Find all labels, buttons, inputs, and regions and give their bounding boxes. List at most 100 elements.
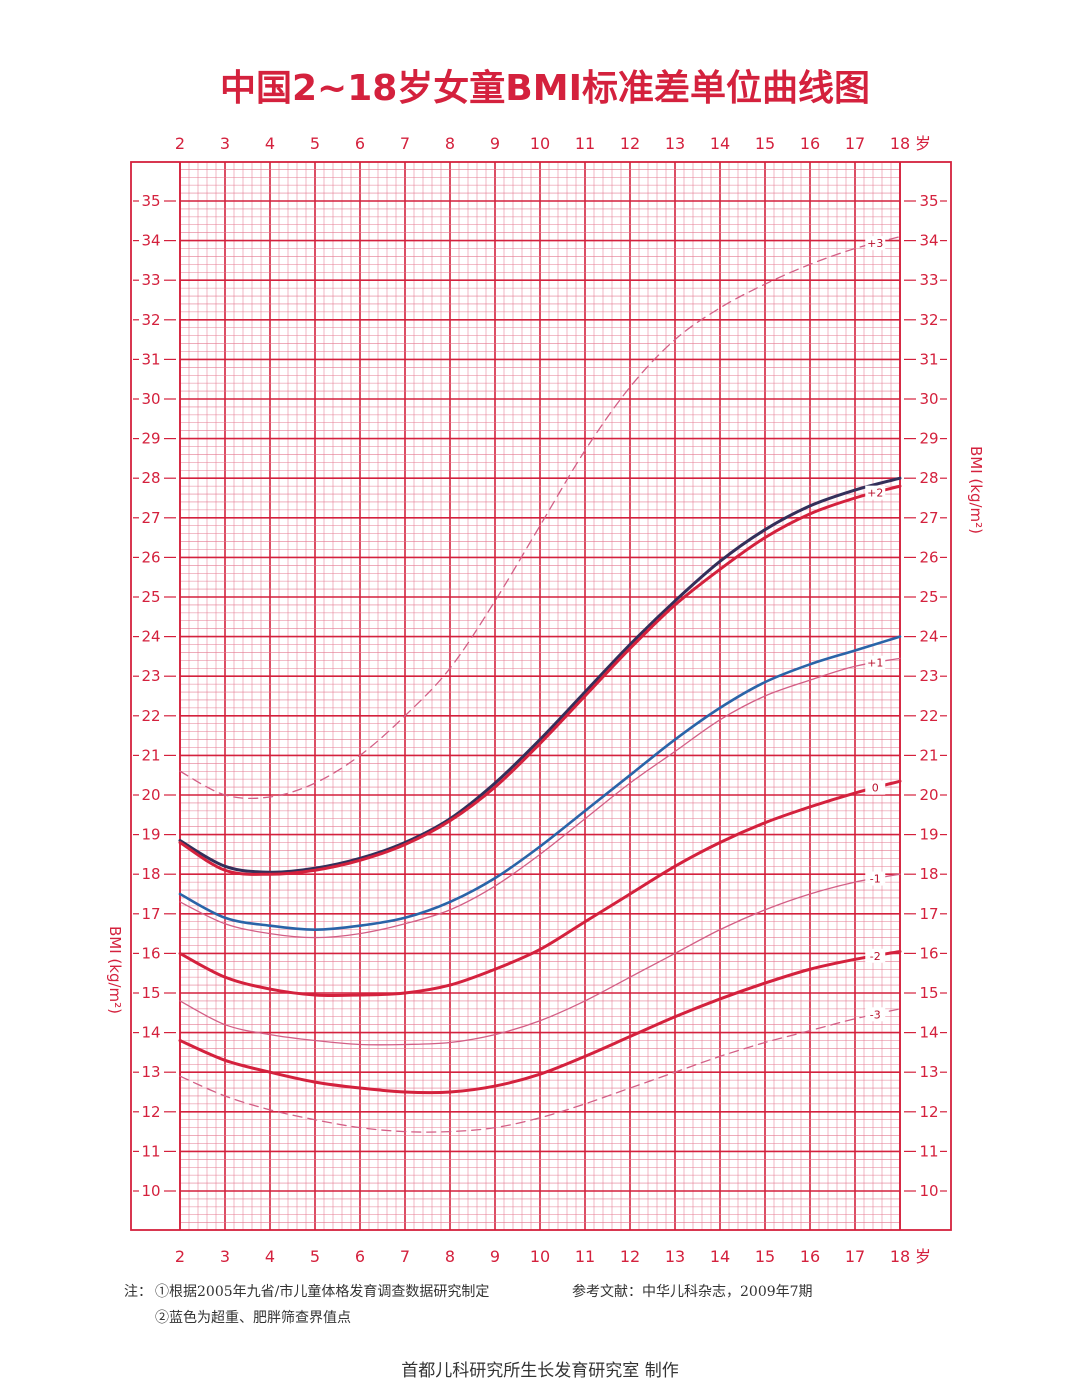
chart-frame <box>130 161 952 1231</box>
curve-label: +2 <box>867 487 883 500</box>
y-tick-label-left: 32 <box>141 311 160 329</box>
x-tick-label-top: 14 <box>710 134 730 153</box>
y-tick-label-left: 20 <box>141 786 160 804</box>
series-line-screening-1 <box>178 476 902 874</box>
curve-label-background <box>865 780 886 795</box>
y-tick-label-left: 12 <box>141 1103 160 1121</box>
x-tick-label-top: 7 <box>400 134 410 153</box>
y-tick-label-right: 16 <box>919 944 938 962</box>
y-tick-label-right: 32 <box>919 311 938 329</box>
x-tick-label-top: 17 <box>845 134 865 153</box>
curve-label-background <box>865 485 886 500</box>
curve-label-background <box>865 871 886 886</box>
y-tick-label-right: 29 <box>919 430 938 448</box>
curve-label-background <box>865 236 886 251</box>
y-tick-label-right: 15 <box>919 984 938 1002</box>
x-tick-label-bottom: 10 <box>530 1247 550 1266</box>
y-tick-label-right: 17 <box>919 905 938 923</box>
y-tick-label-right: 25 <box>919 588 938 606</box>
tick-labels: 2233445566778899101011111212131314141515… <box>133 134 947 1266</box>
x-tick-label-bottom: 5 <box>310 1247 320 1266</box>
x-tick-label-top: 11 <box>575 134 595 153</box>
x-tick-label-top: 18 <box>890 134 910 153</box>
series-line-plus3sd <box>179 235 901 800</box>
y-tick-label-left: 33 <box>141 271 160 289</box>
curve-label: -2 <box>870 950 881 963</box>
y-axis-title-left: BMI (kg/m²) <box>106 926 124 1014</box>
y-tick-label-left: 10 <box>141 1182 160 1200</box>
y-tick-label-right: 27 <box>919 509 938 527</box>
y-tick-label-right: 34 <box>919 232 938 250</box>
y-tick-label-right: 21 <box>919 746 938 764</box>
x-tick-label-bottom: 6 <box>355 1247 365 1266</box>
x-tick-label-top: 9 <box>490 134 500 153</box>
x-tick-label-top: 10 <box>530 134 550 153</box>
note-line-2: ②蓝色为超重、肥胖筛查界值点 <box>155 1310 351 1326</box>
x-tick-label-bottom: 3 <box>220 1247 230 1266</box>
y-tick-label-left: 17 <box>141 905 160 923</box>
x-tick-label-top: 4 <box>265 134 275 153</box>
curve-label: +3 <box>867 237 883 250</box>
y-tick-label-left: 30 <box>141 390 160 408</box>
curve-label: -3 <box>870 1008 881 1021</box>
curve-label: -1 <box>870 873 881 886</box>
y-tick-label-left: 14 <box>141 1024 160 1042</box>
x-unit-label-bottom: 岁 <box>915 1247 931 1266</box>
x-tick-label-bottom: 11 <box>575 1247 595 1266</box>
y-tick-label-left: 22 <box>141 707 160 725</box>
y-tick-label-right: 30 <box>919 390 938 408</box>
curves <box>178 235 902 1133</box>
x-tick-label-bottom: 12 <box>620 1247 640 1266</box>
y-tick-label-left: 26 <box>141 548 160 566</box>
series-line-minus1sd <box>179 873 901 1046</box>
series-line-0sd <box>178 779 902 998</box>
y-tick-label-right: 23 <box>919 667 938 685</box>
x-tick-label-top: 13 <box>665 134 685 153</box>
y-tick-label-left: 28 <box>141 469 160 487</box>
x-tick-label-top: 12 <box>620 134 640 153</box>
y-tick-label-left: 35 <box>141 192 160 210</box>
y-tick-label-right: 12 <box>919 1103 938 1121</box>
y-tick-label-left: 31 <box>141 350 160 368</box>
y-tick-label-right: 31 <box>919 350 938 368</box>
y-axis-title-right: BMI (kg/m²) <box>967 446 985 534</box>
y-tick-label-right: 22 <box>919 707 938 725</box>
grid <box>179 162 901 1230</box>
y-tick-label-right: 18 <box>919 865 938 883</box>
chart-title: 中国2~18岁女童BMI标准差单位曲线图 <box>220 67 870 109</box>
curve-label-background <box>865 655 886 670</box>
y-tick-label-right: 19 <box>919 826 938 844</box>
x-tick-label-top: 5 <box>310 134 320 153</box>
note-reference: 参考文献：中华儿科杂志，2009年7期 <box>572 1284 813 1300</box>
series-line-minus2sd <box>178 949 902 1095</box>
y-tick-label-left: 16 <box>141 944 160 962</box>
y-tick-label-right: 24 <box>919 628 938 646</box>
x-tick-label-bottom: 13 <box>665 1247 685 1266</box>
y-tick-label-right: 14 <box>919 1024 938 1042</box>
y-tick-label-left: 13 <box>141 1063 160 1081</box>
y-tick-label-left: 27 <box>141 509 160 527</box>
y-tick-label-right: 35 <box>919 192 938 210</box>
x-tick-label-top: 8 <box>445 134 455 153</box>
y-tick-label-left: 11 <box>141 1142 160 1160</box>
note-prefix: 注： <box>124 1284 152 1300</box>
y-tick-label-right: 28 <box>919 469 938 487</box>
series-line-minus3sd <box>179 1008 901 1133</box>
y-tick-label-right: 20 <box>919 786 938 804</box>
x-tick-label-top: 3 <box>220 134 230 153</box>
x-tick-label-bottom: 2 <box>175 1247 185 1266</box>
x-tick-label-bottom: 7 <box>400 1247 410 1266</box>
x-tick-label-bottom: 15 <box>755 1247 775 1266</box>
x-tick-label-bottom: 4 <box>265 1247 275 1266</box>
y-tick-label-left: 34 <box>141 232 160 250</box>
footer-credit: 首都儿科研究所生长发育研究室 制作 <box>401 1361 679 1381</box>
series-line-plus1sd <box>179 657 901 939</box>
x-tick-label-bottom: 18 <box>890 1247 910 1266</box>
curve-label-background <box>865 1007 886 1022</box>
x-tick-label-top: 16 <box>800 134 820 153</box>
curve-label-background <box>865 948 886 963</box>
x-unit-label-top: 岁 <box>915 134 931 153</box>
x-tick-label-bottom: 17 <box>845 1247 865 1266</box>
x-tick-label-bottom: 14 <box>710 1247 730 1266</box>
y-tick-label-left: 15 <box>141 984 160 1002</box>
